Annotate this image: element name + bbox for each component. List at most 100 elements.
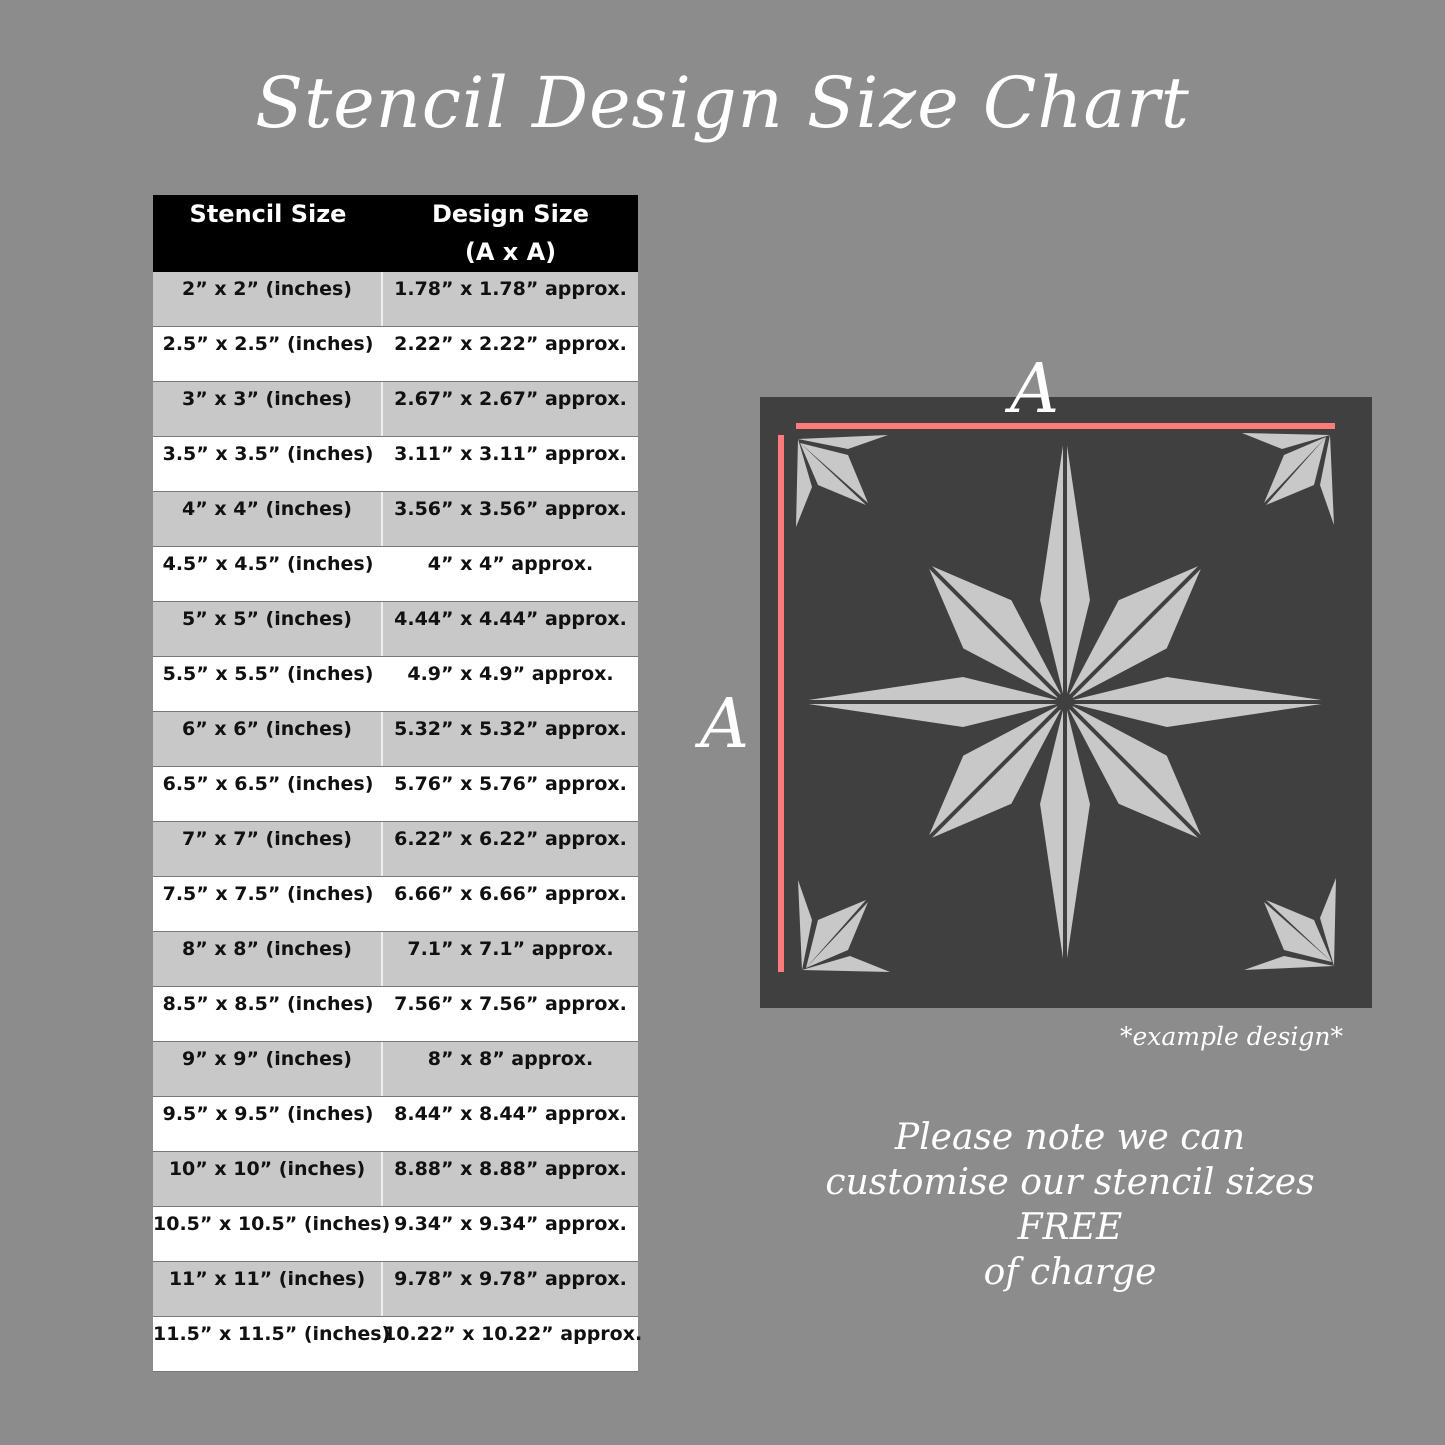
table-row: 9” x 9” (inches) 8” x 8” approx. — [153, 1042, 638, 1097]
corner-petal — [1242, 433, 1330, 449]
stencil-size-cell: 8.5” x 8.5” (inches) — [162, 993, 374, 1015]
table-row: 4.5” x 4.5” (inches) 4” x 4” approx. — [153, 547, 638, 602]
corner-petal — [806, 902, 868, 968]
note-line: of charge — [983, 1252, 1157, 1293]
star-split-line — [925, 562, 1067, 704]
table-row: 10.5” x 10.5” (inches) 9.34” x 9.34” appr… — [153, 1207, 638, 1262]
stencil-size-cell: 2” x 2” (inches) — [153, 272, 383, 326]
corner-petal — [796, 439, 812, 527]
design-size-cell: 3.11” x 3.11” approx. — [394, 443, 627, 465]
stencil-size-cell: 8” x 8” (inches) — [153, 932, 383, 986]
design-size-cell: 9.34” x 9.34” approx. — [394, 1213, 627, 1235]
stencil-size-cell: 11.5” x 11.5” (inches) — [153, 1323, 391, 1345]
customise-note: Please note we can customise our stencil… — [790, 1115, 1350, 1295]
table-row: 8.5” x 8.5” (inches) 7.56” x 7.56” approx… — [153, 987, 638, 1042]
corner-petal — [798, 435, 888, 449]
design-size-cell: 2.22” x 2.22” approx. — [394, 333, 627, 355]
star-split-line — [1063, 562, 1205, 704]
table-row: 6.5” x 6.5” (inches) 5.76” x 5.76” approx… — [153, 767, 638, 822]
design-size-cell: 8.44” x 8.44” approx. — [394, 1103, 627, 1125]
design-size-cell: 4.44” x 4.44” approx. — [394, 608, 627, 630]
stencil-size-cell: 11” x 11” (inches) — [153, 1262, 383, 1316]
design-size-cell: 3.56” x 3.56” approx. — [394, 498, 627, 520]
stencil-size-cell: 7.5” x 7.5” (inches) — [162, 883, 374, 905]
corner-petal — [1264, 902, 1332, 962]
design-size-cell: 9.78” x 9.78” approx. — [394, 1268, 627, 1290]
stencil-size-cell: 3.5” x 3.5” (inches) — [162, 443, 374, 465]
note-line: FREE — [1017, 1207, 1123, 1248]
dimension-label-top: A — [1010, 350, 1060, 429]
design-size-cell: 7.1” x 7.1” approx. — [407, 938, 614, 960]
table-row: 11” x 11” (inches) 9.78” x 9.78” approx. — [153, 1262, 638, 1317]
header-stencil-size: Stencil Size — [189, 200, 347, 228]
table-row: 3” x 3” (inches) 2.67” x 2.67” approx. — [153, 382, 638, 437]
stencil-size-cell: 7” x 7” (inches) — [153, 822, 383, 876]
note-line: customise our stencil sizes — [825, 1162, 1315, 1203]
stencil-size-cell: 10” x 10” (inches) — [153, 1152, 383, 1206]
stencil-size-cell: 5.5” x 5.5” (inches) — [162, 663, 374, 685]
corner-ornament — [798, 880, 890, 972]
design-size-cell: 5.32” x 5.32” approx. — [394, 718, 627, 740]
corner-petal — [1266, 437, 1326, 505]
stencil-size-cell: 3” x 3” (inches) — [153, 382, 383, 436]
corner-ornament — [796, 435, 888, 527]
table-row: 6” x 6” (inches) 5.32” x 5.32” approx. — [153, 712, 638, 767]
corner-ornament — [1242, 433, 1334, 525]
table-row: 11.5” x 11.5” (inches) 10.22” x 10.22” ap… — [153, 1317, 643, 1372]
corner-petal — [798, 880, 812, 970]
table-row: 10” x 10” (inches) 8.88” x 8.88” approx. — [153, 1152, 638, 1207]
corner-petal — [1244, 956, 1334, 970]
design-size-cell: 8” x 8” approx. — [427, 1048, 594, 1070]
star-stencil-graphic — [778, 423, 1336, 972]
stencil-size-cell: 9” x 9” (inches) — [153, 1042, 383, 1096]
table-row: 7” x 7” (inches) 6.22” x 6.22” approx. — [153, 822, 638, 877]
header-design-size-unit: (A x A) — [464, 238, 557, 266]
stencil-size-cell: 4” x 4” (inches) — [153, 492, 383, 546]
corner-petal — [800, 443, 868, 503]
table-row: 2” x 2” (inches) 1.78” x 1.78” approx. — [153, 272, 638, 327]
design-size-cell: 10.22” x 10.22” approx. — [383, 1323, 643, 1345]
design-size-cell: 2.67” x 2.67” approx. — [394, 388, 627, 410]
stencil-size-cell: 10.5” x 10.5” (inches) — [153, 1213, 391, 1235]
corner-petal — [806, 900, 866, 968]
table-header: Stencil Size Design Size (A x A) — [153, 195, 638, 272]
size-table: Stencil Size Design Size (A x A) 2” x 2”… — [153, 195, 643, 1372]
stencil-size-cell: 9.5” x 9.5” (inches) — [162, 1103, 374, 1125]
stencil-size-cell: 6.5” x 6.5” (inches) — [162, 773, 374, 795]
stencil-size-cell: 4.5” x 4.5” (inches) — [162, 553, 374, 575]
note-line: Please note we can — [894, 1117, 1246, 1158]
table-row: 3.5” x 3.5” (inches) 3.11” x 3.11” approx… — [153, 437, 638, 492]
table-row: 2.5” x 2.5” (inches) 2.22” x 2.22” approx… — [153, 327, 638, 382]
dimension-line-horizontal — [796, 423, 1335, 429]
design-size-cell: 1.78” x 1.78” approx. — [394, 278, 627, 300]
stencil-size-cell: 5” x 5” (inches) — [153, 602, 383, 656]
table-row: 5.5” x 5.5” (inches) 4.9” x 4.9” approx. — [153, 657, 638, 712]
corner-petal — [1266, 900, 1332, 962]
dimension-line-vertical — [778, 435, 784, 972]
design-size-cell: 4.9” x 4.9” approx. — [407, 663, 614, 685]
header-design-size-label: Design Size — [431, 200, 590, 228]
star-split-line — [925, 700, 1067, 842]
corner-ornament — [1244, 878, 1336, 970]
corner-petal — [1264, 437, 1326, 503]
corner-petal — [802, 956, 890, 972]
corner-petal — [800, 443, 866, 505]
design-size-cell: 4” x 4” approx. — [427, 553, 594, 575]
stencil-size-cell: 2.5” x 2.5” (inches) — [162, 333, 374, 355]
example-caption: *example design* — [1120, 1022, 1343, 1051]
star-split-line — [1063, 700, 1205, 842]
table-row: 9.5” x 9.5” (inches) 8.44” x 8.44” approx… — [153, 1097, 638, 1152]
corner-petal — [1320, 435, 1334, 525]
design-size-cell: 6.66” x 6.66” approx. — [394, 883, 627, 905]
stencil-size-cell: 6” x 6” (inches) — [153, 712, 383, 766]
corner-petal — [1320, 878, 1336, 966]
table-row: 8” x 8” (inches) 7.1” x 7.1” approx. — [153, 932, 638, 987]
design-size-cell: 8.88” x 8.88” approx. — [394, 1158, 627, 1180]
table-row: 7.5” x 7.5” (inches) 6.66” x 6.66” approx… — [153, 877, 638, 932]
star-center — [1056, 693, 1074, 711]
table-row: 5” x 5” (inches) 4.44” x 4.44” approx. — [153, 602, 638, 657]
page-title: Stencil Design Size Chart — [255, 62, 1190, 144]
table-row: 4” x 4” (inches) 3.56” x 3.56” approx. — [153, 492, 638, 547]
example-design — [760, 397, 1372, 1008]
design-size-cell: 5.76” x 5.76” approx. — [394, 773, 627, 795]
